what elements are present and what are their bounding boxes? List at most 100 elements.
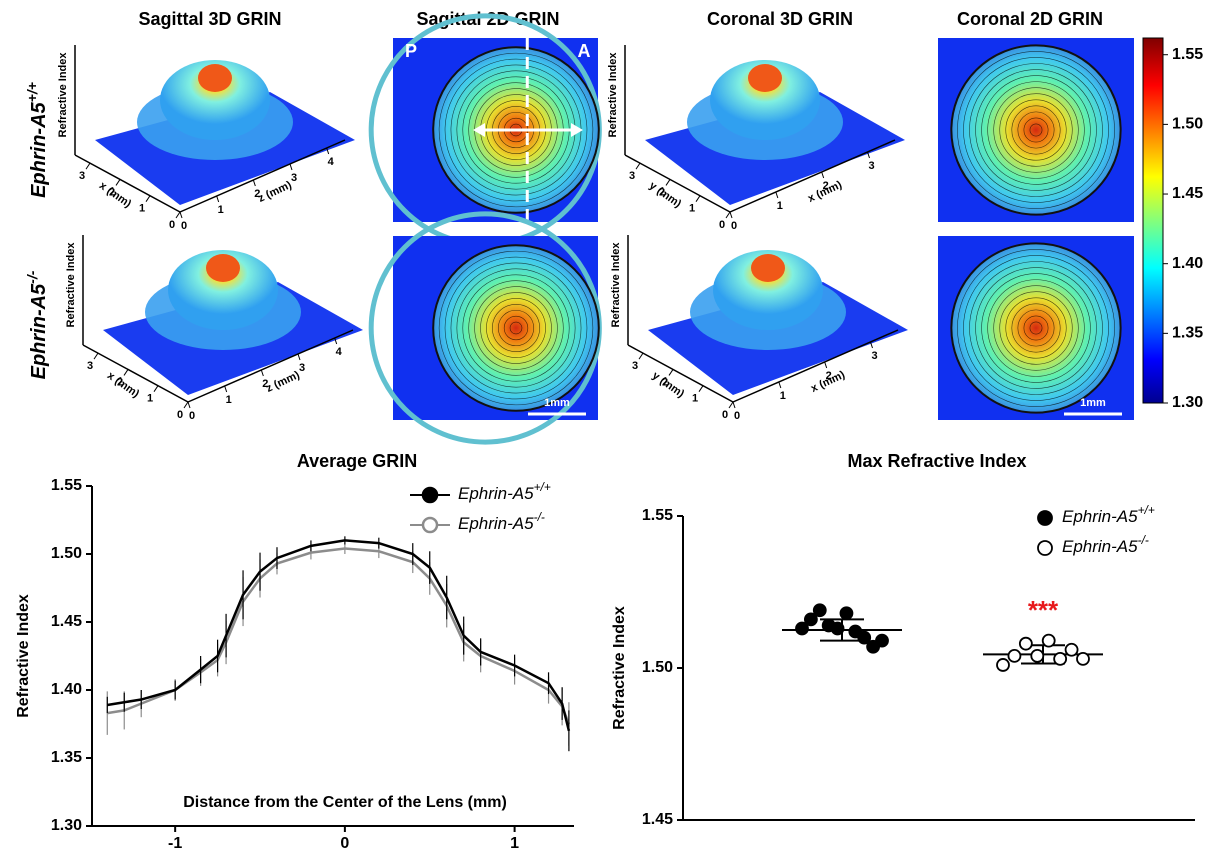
tick-mark (725, 211, 731, 219)
x-tick-label: 1 (510, 835, 519, 852)
label-sup: +/+ (534, 480, 551, 494)
axis-line (82, 344, 189, 403)
z-axis-label: Refractive Index (607, 52, 619, 138)
tick-mark (216, 195, 220, 203)
y-tick-label: 1.45 (642, 811, 673, 828)
y-tick-label: 1.55 (51, 477, 82, 494)
tick-mark (775, 191, 779, 199)
arrow-head (571, 123, 583, 137)
surface-peak (748, 64, 782, 92)
y-tick-label: 1.40 (51, 681, 82, 698)
tick-label: 1 (139, 203, 145, 215)
tick-mark (252, 179, 256, 187)
contour (468, 280, 564, 376)
tick-mark (729, 211, 733, 219)
contour (492, 304, 540, 352)
tick-mark (326, 147, 330, 155)
colorbar-tick-label: 1.45 (1172, 185, 1203, 202)
tick-mark (224, 385, 228, 393)
x-axis-label: Distance from the Center of the Lens (mm… (183, 794, 507, 811)
data-point (996, 658, 1010, 672)
contour (438, 52, 594, 208)
contour (462, 274, 570, 382)
series-line (107, 539, 571, 732)
z-axis-label: Refractive Index (610, 242, 622, 328)
colorbar-tick-label: 1.55 (1172, 46, 1203, 63)
tick-label: 0 (189, 410, 195, 422)
label-base: Ephrin-A5 (28, 101, 50, 197)
surface-mound (160, 60, 270, 140)
tick-label: 2 (262, 378, 268, 390)
tick-label: 2 (254, 188, 260, 200)
tick-label: 1 (692, 393, 698, 405)
arrow-head (473, 123, 485, 137)
label-sup: -/- (534, 510, 545, 524)
chart-title: Max Refractive Index (847, 451, 1026, 471)
tick-mark (289, 163, 293, 171)
contour (1011, 105, 1061, 155)
contour (1005, 297, 1067, 359)
tick-mark (870, 341, 873, 349)
contour (999, 93, 1073, 167)
tick-mark (665, 179, 671, 186)
tick-mark (824, 361, 828, 369)
tick-mark (695, 195, 701, 202)
scale-bar-label: 1mm (544, 397, 570, 409)
tick-label: 2 (117, 376, 123, 388)
legend-label: Ephrin-A5-/- (458, 510, 545, 533)
lens-image (938, 38, 1134, 222)
surface-mound (713, 250, 823, 330)
data-point (857, 630, 872, 645)
legend-label: Ephrin-A5-/- (1062, 533, 1149, 556)
data-point (1076, 651, 1090, 666)
panel-title: Coronal 3D GRIN (707, 9, 853, 29)
row-label: Ephrin-A5+/+ (24, 82, 51, 198)
contour (963, 57, 1109, 203)
legend-marker (1037, 510, 1053, 526)
tick-mark (732, 401, 736, 409)
legend-label: Ephrin-A5+/+ (1062, 503, 1155, 526)
tick-label: 3 (87, 360, 93, 372)
data-point (795, 621, 809, 636)
x-tick-label: 0 (340, 835, 349, 852)
y-tick-label: 1.30 (51, 817, 82, 834)
charts: Average GRIN 1.30 1.35 1.40 1.45 1.50 1.55 -1 0 1… (15, 451, 1195, 852)
surface-peak (751, 254, 785, 282)
data-point (812, 603, 827, 618)
contour (474, 286, 558, 370)
tick-mark (821, 171, 825, 179)
label-base: Ephrin-A5 (458, 514, 534, 533)
tick-mark (183, 401, 189, 409)
tick-label: 0 (169, 219, 175, 231)
legend-marker (421, 486, 439, 504)
tick-label: 4 (328, 156, 335, 168)
tick-label: 3 (871, 350, 877, 362)
contour (503, 315, 529, 341)
colorbar (1142, 37, 1164, 404)
orientation-label: A (578, 41, 591, 61)
tick-label: 3 (868, 160, 874, 172)
contour (987, 81, 1085, 179)
axis-label: z (mm) (256, 179, 293, 205)
tick-mark (260, 369, 264, 377)
contour (969, 63, 1103, 197)
tick-mark (638, 352, 644, 360)
y-tick-label: 1.50 (642, 659, 673, 676)
tick-label: 2 (659, 186, 665, 198)
lens-image: 1mm (368, 211, 602, 445)
contour (975, 69, 1097, 191)
tick-label: 3 (291, 172, 297, 184)
tick-mark (635, 162, 641, 170)
colorbar-tick-label: 1.40 (1172, 255, 1203, 272)
axis-line (187, 329, 354, 403)
surface-mound (710, 60, 820, 140)
label-sup: +/+ (1138, 503, 1155, 517)
contour (497, 309, 535, 347)
row-label: Ephrin-A5-/- (24, 270, 51, 379)
x-tick-label: -1 (168, 835, 182, 852)
significance: *** (1028, 595, 1059, 625)
